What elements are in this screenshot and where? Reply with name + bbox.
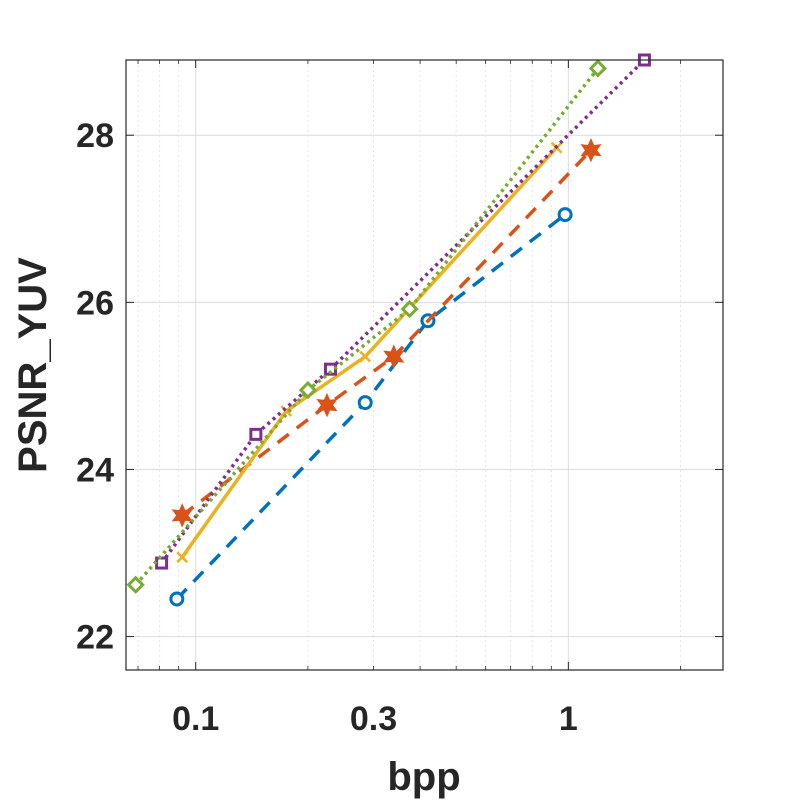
data-point-x bbox=[176, 551, 189, 564]
x-tick-label: 1 bbox=[559, 700, 578, 738]
series-line bbox=[160, 58, 646, 565]
minor-grid bbox=[137, 60, 682, 670]
tick-labels: 22 24 26 28 0.1 0.3 1 bbox=[76, 117, 578, 738]
axis-ticks bbox=[126, 60, 723, 670]
data-point-diamond bbox=[588, 59, 607, 78]
data-point-square bbox=[249, 427, 263, 441]
series-5 bbox=[126, 59, 607, 594]
y-tick-label: 24 bbox=[76, 451, 114, 489]
series-2 bbox=[171, 137, 602, 528]
data-point-star bbox=[316, 392, 338, 418]
x-tick-label: 0.1 bbox=[172, 700, 219, 738]
data-point-diamond bbox=[400, 299, 419, 319]
x-tick-label: 0.3 bbox=[350, 700, 397, 738]
data-point-x bbox=[280, 405, 293, 417]
series-layer bbox=[126, 53, 651, 607]
data-point-x bbox=[359, 350, 372, 363]
data-point-diamond bbox=[126, 575, 145, 594]
series-line bbox=[134, 67, 600, 586]
data-point-star bbox=[171, 503, 193, 528]
x-axis-label: bpp bbox=[387, 755, 460, 799]
data-point-square bbox=[155, 556, 169, 570]
plot-background bbox=[126, 60, 723, 670]
data-point-circle bbox=[169, 591, 185, 607]
series-line bbox=[180, 146, 558, 559]
data-point-diamond bbox=[298, 380, 318, 400]
y-axis-label: PSNR_YUV bbox=[11, 257, 55, 473]
major-grid bbox=[126, 60, 723, 670]
y-tick-label: 22 bbox=[76, 619, 114, 657]
y-tick-label: 26 bbox=[76, 284, 114, 322]
plot-frame bbox=[125, 59, 724, 671]
data-point-circle bbox=[557, 207, 573, 223]
series-line bbox=[181, 148, 593, 517]
data-point-star bbox=[580, 137, 602, 163]
y-tick-label: 28 bbox=[76, 117, 114, 155]
data-point-circle bbox=[357, 395, 373, 411]
data-point-star bbox=[383, 344, 405, 369]
